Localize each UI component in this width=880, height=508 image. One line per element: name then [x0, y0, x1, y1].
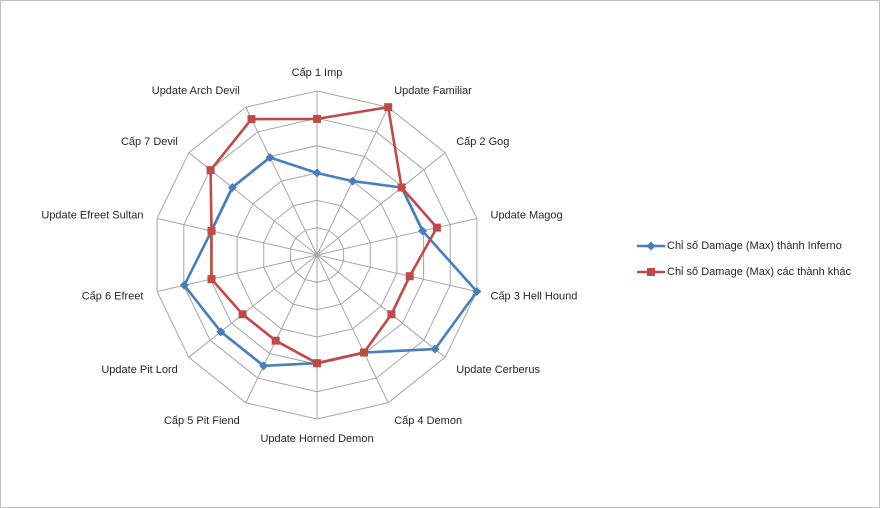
series-point	[265, 152, 275, 162]
category-label: Cấp 4 Demon	[394, 415, 462, 427]
radar-grid	[156, 90, 478, 420]
legend-marker-diamond-icon	[637, 241, 665, 251]
legend-label-other-towns: Chỉ số Damage (Max) các thành khác	[667, 266, 852, 278]
series-point	[207, 275, 216, 284]
grid-spoke	[245, 106, 318, 256]
grid-spoke	[316, 254, 446, 358]
category-label: Cấp 3 Hell Hound	[491, 291, 578, 303]
category-label: Update Cerberus	[456, 364, 540, 376]
category-label: Cấp 1 Imp	[292, 67, 343, 79]
series-point	[271, 336, 280, 345]
category-label: Update Magog	[491, 209, 563, 221]
legend: Chỉ số Damage (Max) thành Inferno Chỉ số…	[637, 233, 851, 285]
series-layer	[179, 103, 482, 371]
category-label: Update Familiar	[394, 85, 472, 97]
series-point	[206, 166, 215, 175]
grid-spoke	[316, 254, 389, 404]
category-label: Cấp 7 Devil	[121, 136, 178, 148]
category-label: Cấp 5 Pit Fiend	[164, 415, 240, 427]
series-point	[259, 361, 269, 371]
series-point	[384, 103, 393, 112]
series-point	[313, 114, 321, 123]
legend-label-inferno: Chỉ số Damage (Max) thành Inferno	[667, 240, 842, 252]
category-label: Update Efreet Sultan	[41, 209, 143, 221]
series-point	[227, 183, 237, 193]
legend-item-inferno: Chỉ số Damage (Max) thành Inferno	[637, 233, 851, 259]
series-point	[432, 223, 441, 232]
grid-spoke	[188, 254, 318, 358]
grid-spoke	[316, 218, 478, 256]
series-point	[179, 280, 189, 290]
grid-spoke	[316, 152, 446, 256]
series-point	[348, 176, 358, 186]
series-point	[397, 183, 406, 192]
series-point	[430, 344, 440, 354]
series-point	[313, 359, 321, 368]
series-point	[247, 115, 256, 124]
category-label: Update Horned Demon	[260, 433, 373, 445]
series-point	[387, 310, 396, 319]
series-point	[360, 348, 368, 357]
series-point	[207, 226, 216, 235]
series-point	[238, 310, 247, 319]
series-point	[216, 327, 226, 337]
series-point	[312, 168, 322, 178]
category-label: Cấp 6 Efreet	[82, 291, 144, 303]
category-label: Update Pit Lord	[101, 364, 177, 376]
grid-spoke	[316, 254, 478, 292]
axis-labels: Cấp 1 Imp Update Familiar Cấp 2 Gog Update …	[41, 67, 577, 445]
grid-spoke	[156, 218, 318, 256]
legend-marker-square-icon	[637, 268, 665, 276]
category-label: Cấp 2 Gog	[456, 136, 509, 148]
category-label: Update Arch Devil	[152, 85, 240, 97]
series-point	[405, 272, 414, 281]
grid-spoke	[245, 254, 318, 404]
series-point	[418, 226, 428, 236]
legend-item-other-towns: Chỉ số Damage (Max) các thành khác	[637, 259, 851, 285]
series-point	[472, 286, 482, 296]
